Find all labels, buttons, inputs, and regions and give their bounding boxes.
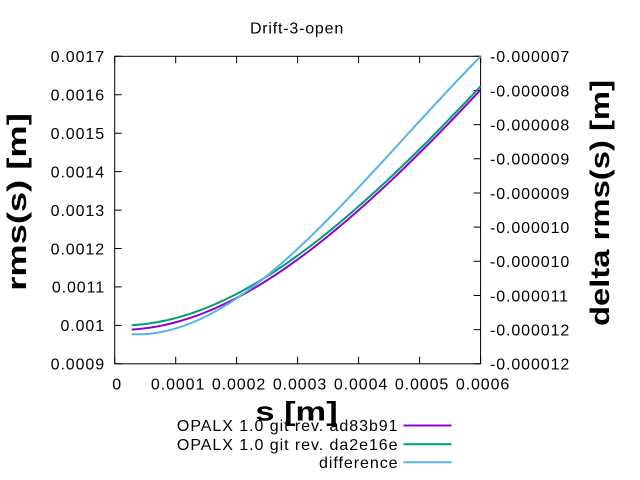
svg-text:0.0016: 0.0016	[51, 88, 105, 105]
svg-text:-0.000008: -0.000008	[490, 83, 570, 100]
svg-text:0: 0	[112, 376, 122, 393]
svg-text:0.001: 0.001	[60, 318, 105, 335]
svg-text:0.0011: 0.0011	[52, 280, 105, 297]
svg-text:-0.000010: -0.000010	[490, 254, 570, 271]
svg-text:-0.000008: -0.000008	[490, 117, 570, 134]
svg-text:-0.000009: -0.000009	[490, 186, 570, 203]
svg-text:0.0003: 0.0003	[273, 376, 327, 393]
svg-text:-0.000012: -0.000012	[490, 357, 570, 374]
svg-text:0.0006: 0.0006	[456, 376, 510, 393]
svg-text:0.0017: 0.0017	[51, 49, 105, 66]
svg-text:OPALX 1.0 git rev. da2e16e: OPALX 1.0 git rev. da2e16e	[177, 437, 399, 454]
svg-text:0.0002: 0.0002	[212, 376, 266, 393]
svg-text:0.0009: 0.0009	[51, 357, 105, 374]
svg-text:delta rms(s) [m]: delta rms(s) [m]	[586, 80, 616, 326]
svg-text:0.0013: 0.0013	[51, 203, 105, 220]
svg-text:0.0004: 0.0004	[334, 376, 388, 393]
svg-text:0.0015: 0.0015	[51, 126, 105, 143]
svg-text:rms(s) [m]: rms(s) [m]	[2, 113, 32, 291]
svg-text:-0.000012: -0.000012	[490, 322, 570, 339]
svg-text:-0.000009: -0.000009	[490, 152, 570, 169]
svg-text:0.0005: 0.0005	[395, 376, 449, 393]
svg-text:0.0012: 0.0012	[51, 241, 105, 258]
svg-text:-0.000011: -0.000011	[490, 288, 569, 305]
svg-text:difference: difference	[319, 455, 398, 472]
svg-text:-0.000010: -0.000010	[490, 220, 570, 237]
svg-text:OPALX 1.0 git rev. ad83b91: OPALX 1.0 git rev. ad83b91	[177, 418, 399, 435]
svg-text:s [m]: s [m]	[255, 396, 337, 427]
svg-text:0.0001: 0.0001	[151, 376, 205, 393]
svg-text:-0.000007: -0.000007	[490, 49, 570, 66]
svg-text:Drift-3-open: Drift-3-open	[250, 21, 344, 38]
svg-text:0.0014: 0.0014	[51, 164, 105, 181]
